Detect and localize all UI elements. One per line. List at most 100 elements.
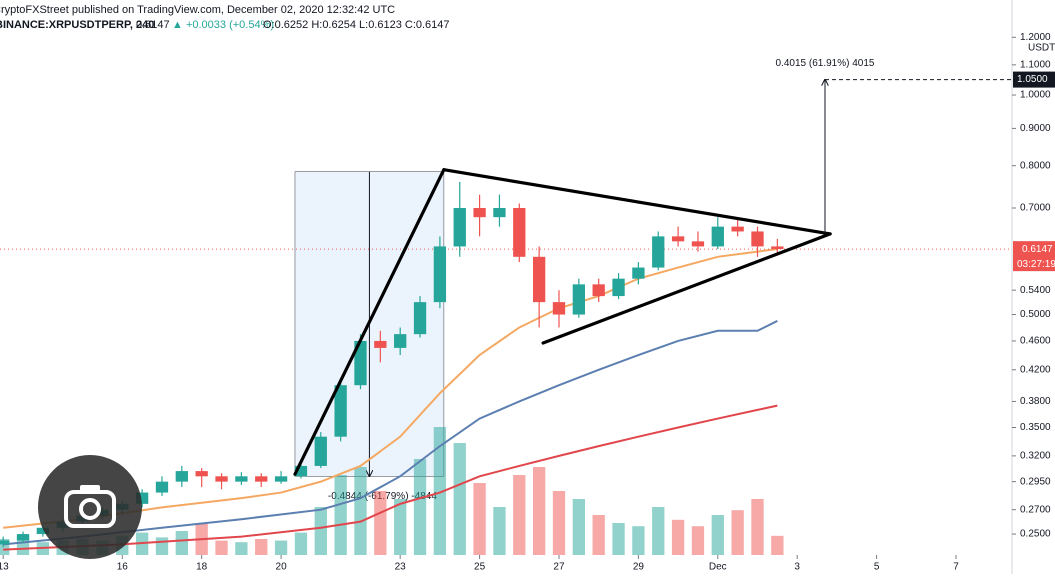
candle-body: [552, 302, 566, 315]
x-tick-label: 20: [276, 562, 288, 573]
volume-bar: [374, 491, 387, 555]
x-tick-label: 5: [874, 562, 880, 573]
candle-body: [334, 385, 347, 437]
volume-bar: [16, 535, 30, 555]
x-tick-label: Dec: [709, 562, 727, 573]
symbol: BINANCE:XRPUSDTPERP, 240: [0, 19, 154, 31]
candle-body: [572, 284, 585, 315]
volume-bar: [592, 515, 605, 555]
moving-average: [3, 320, 778, 546]
candle-body: [513, 207, 526, 257]
candle-body: [215, 476, 228, 482]
volume-bar: [612, 523, 625, 555]
volume-bar: [731, 510, 744, 555]
volume-bar: [215, 540, 228, 555]
volume-bar: [751, 499, 764, 555]
candle-body: [274, 476, 288, 482]
volume-bar: [473, 483, 486, 555]
volume-bar: [671, 519, 685, 555]
y-tick-label: 0.4200: [1020, 364, 1051, 375]
x-tick-label: 29: [633, 562, 645, 573]
candle-body: [255, 476, 268, 482]
candle-body: [294, 465, 308, 477]
y-tick-label: 0.4600: [1020, 336, 1051, 347]
candle-body: [671, 236, 685, 242]
x-tick-label: 18: [196, 562, 208, 573]
x-tick-label: 16: [117, 562, 129, 573]
change: ▲ +0.0033 (+0.54%): [172, 19, 274, 31]
volume-bar: [552, 491, 566, 555]
x-tick-label: 13: [0, 562, 9, 573]
candle-body: [394, 334, 407, 348]
volume-bar: [0, 539, 10, 555]
trendline: [293, 168, 446, 476]
x-tick-label: 25: [474, 562, 486, 573]
candle-body: [374, 340, 387, 348]
volume-bar: [294, 532, 308, 555]
moving-average: [3, 247, 778, 529]
candle-body: [711, 226, 724, 247]
projection-label: 0.4015 (61.91%) 4015: [776, 58, 875, 69]
camera-icon: [38, 455, 142, 559]
candle-body: [751, 231, 764, 247]
volume-bar: [652, 507, 665, 555]
target-box: [1013, 71, 1055, 88]
candle-body: [314, 436, 327, 466]
y-tick-label: 0.2500: [1020, 529, 1051, 540]
candle-body: [413, 302, 427, 335]
volume-bar: [632, 526, 645, 555]
publisher-line: CryptoFXStreet published on TradingView.…: [0, 4, 395, 16]
candle-body: [175, 471, 188, 482]
candle-body: [36, 527, 50, 535]
volume-bar: [453, 443, 466, 555]
volume-bar: [334, 475, 347, 555]
y-tick-label: 1.0000: [1020, 90, 1051, 101]
volume-bar: [274, 540, 288, 555]
candle-body: [155, 481, 169, 493]
candle-body: [235, 476, 248, 482]
y-tick-label: 1.1000: [1020, 59, 1051, 70]
trendline: [442, 168, 832, 236]
candle-body: [612, 278, 625, 297]
candle-body: [493, 207, 506, 218]
candle-body: [354, 340, 367, 386]
volume-bar: [354, 467, 367, 555]
candle-body: [453, 207, 466, 247]
moving-average: [3, 404, 778, 551]
volume-bar: [532, 467, 546, 555]
candle-body: [433, 246, 447, 303]
candle-body: [771, 246, 784, 249]
candle-body: [135, 492, 149, 504]
y-tick-label: 0.5400: [1020, 285, 1051, 296]
y-tick-label: 0.2700: [1020, 504, 1051, 515]
x-tick-label: 27: [553, 562, 565, 573]
volume-bar: [413, 459, 427, 555]
y-tick-label: 1.2000: [1020, 32, 1051, 43]
volume-bar: [394, 499, 407, 555]
y-tick-label: 0.3500: [1020, 422, 1051, 433]
volume-bar: [155, 537, 169, 555]
last-price-box: [1013, 241, 1055, 272]
plot-area: -0.4844 (-61.79%) -48440.4015 (61.91%) 4…: [0, 58, 1012, 555]
volume-bar: [235, 542, 248, 555]
candle-body: [731, 226, 744, 232]
last-price-label: 0.6147: [1022, 244, 1053, 255]
volume-bar: [691, 526, 705, 555]
volume-bar: [513, 475, 526, 555]
volume-bar: [175, 531, 188, 555]
countdown: 03:27:19: [1017, 259, 1055, 270]
volume-bar: [711, 515, 724, 555]
candle-body: [16, 534, 30, 541]
x-tick-label: 3: [794, 562, 800, 573]
y-tick-label: 0.7000: [1020, 203, 1051, 214]
y-tick-label: 0.3200: [1020, 451, 1051, 462]
target-label: 1.0500: [1017, 74, 1048, 85]
volume-bar: [493, 507, 506, 555]
candle-body: [532, 256, 546, 303]
volume-bar: [771, 535, 784, 555]
y-tick-label: 0.9000: [1020, 123, 1051, 134]
y-tick-label: 0.8000: [1020, 160, 1051, 171]
y-tick-label: 0.2950: [1020, 476, 1051, 487]
y-unit: USDT: [1028, 43, 1055, 54]
